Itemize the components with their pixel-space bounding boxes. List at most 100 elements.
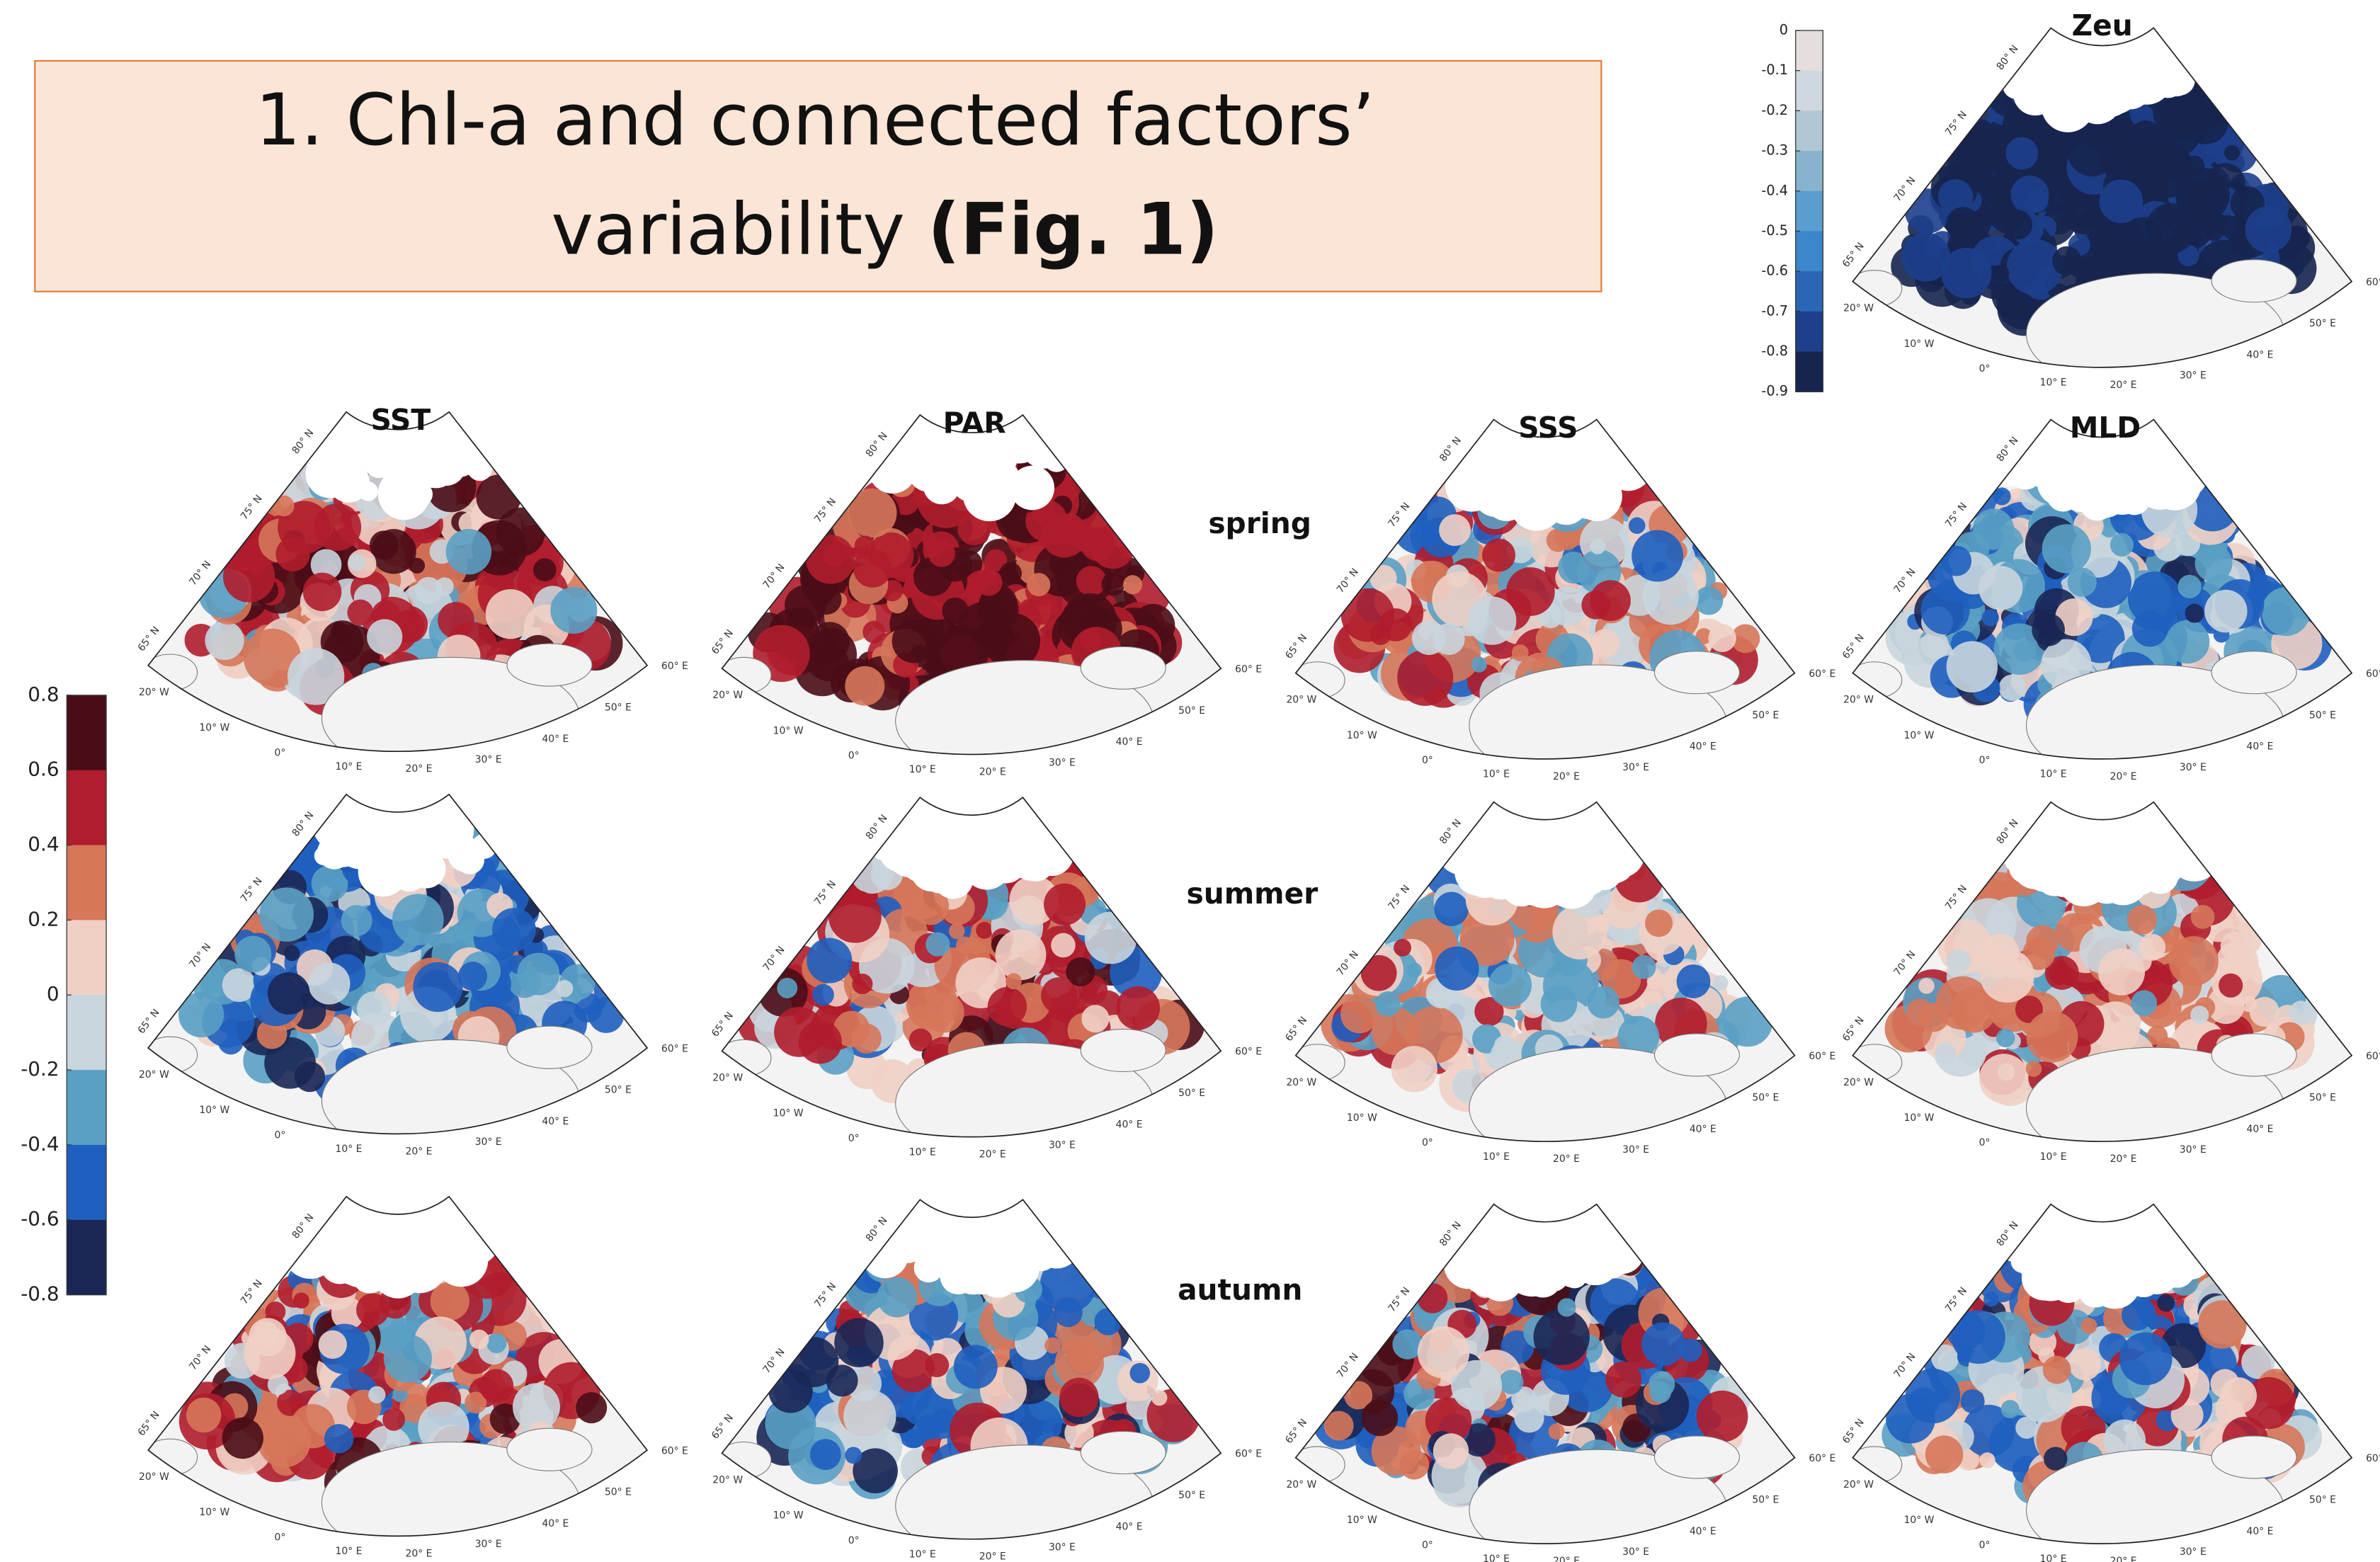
map-lon-label: 40° E: [1116, 1119, 1143, 1130]
map-patch: [975, 569, 1002, 595]
map-patch: [2032, 613, 2065, 646]
map-lon-label: 10° W: [199, 1105, 229, 1116]
ice: [2156, 826, 2207, 877]
map-patch: [1370, 565, 1397, 592]
map-lat-label: 75° N: [239, 875, 265, 904]
map-lon-label: 50° E: [2309, 1092, 2336, 1103]
map-lon-label: 10° E: [1483, 769, 1510, 780]
map-lat-label: 70° N: [187, 941, 213, 970]
map-lat-label: 75° N: [812, 496, 838, 525]
map-lon-label: 20° E: [979, 1149, 1006, 1161]
map-patch: [1006, 973, 1022, 989]
map-lon-label: 20° E: [2110, 771, 2137, 782]
map-lat-label: 75° N: [1943, 883, 1969, 912]
map-patch: [2177, 575, 2201, 598]
map-patch: [324, 1424, 353, 1453]
map-patch: [1051, 933, 1076, 958]
map-patch: [1947, 949, 1971, 973]
map-lon-label: 20° W: [1286, 1077, 1316, 1088]
map-lon-label: 0°: [274, 1532, 285, 1544]
map-patch: [806, 535, 855, 583]
map-patch: [1722, 996, 1772, 1047]
map-patch: [438, 602, 474, 639]
map-lat-label: 75° N: [1386, 501, 1412, 530]
map: [0, 729, 853, 1184]
map-patch: [357, 991, 392, 1026]
map-lon-label: 20° E: [406, 1548, 433, 1559]
map-patch: [1391, 1046, 1437, 1092]
map-patch: [331, 623, 351, 643]
map-patch: [186, 1398, 221, 1432]
map-patch: [1918, 978, 1935, 994]
map-patch: [1947, 642, 1998, 692]
map-patch: [1044, 884, 1086, 925]
map-patch: [1982, 609, 1999, 626]
map-lon-label: 10° E: [336, 761, 363, 773]
map-patch: [829, 890, 882, 943]
map-lon-label: 30° E: [475, 754, 502, 765]
map-lon-label: 0°: [1979, 1137, 1991, 1148]
map-lon-label: 10° W: [1904, 730, 1935, 741]
map-lon-label: 30° E: [475, 1539, 502, 1550]
map-patch: [812, 984, 833, 1005]
map-patch: [273, 496, 294, 516]
map-patch: [853, 549, 892, 587]
map-patch: [1695, 586, 1724, 615]
map-lon-label: 50° E: [1178, 1088, 1205, 1099]
title-line: 1. Chl-a and connected factors’: [256, 78, 1375, 161]
map-lat-label: 65° N: [710, 1010, 736, 1039]
map: [516, 1134, 1427, 1562]
map-patch: [1587, 986, 1619, 1019]
map-lon-label: 50° E: [1752, 709, 1779, 721]
land: [1847, 662, 1902, 698]
map-lat-label: 75° N: [812, 879, 838, 908]
page: {"title_box": {"line1": "1. Chl-a and co…: [0, 0, 2380, 1562]
map-lon-label: 50° E: [2309, 709, 2336, 721]
map-lat-label: 80° N: [1995, 435, 2021, 464]
map-lon-label: 40° E: [1690, 1124, 1716, 1135]
title-line: variability (Fig. 1): [551, 187, 1218, 270]
map-lon-label: 60° E: [1809, 1051, 1835, 1062]
map-lon-label: 20° E: [406, 1146, 433, 1157]
map-patch: [1471, 657, 1487, 673]
ice: [330, 838, 358, 867]
map-patch: [862, 621, 885, 644]
map-patch: [1361, 955, 1397, 991]
map-patch: [1468, 596, 1516, 644]
map-patch: [1397, 650, 1453, 706]
map-patch: [178, 992, 224, 1037]
map-patch: [1027, 573, 1050, 596]
map-patch: [1941, 546, 1971, 576]
map-patch: [275, 537, 309, 571]
map-lon-label: 20° W: [1843, 695, 1874, 706]
map-lon-label: 0°: [848, 751, 860, 762]
map-patch: [2132, 611, 2168, 647]
map-patch: [223, 551, 275, 603]
map-lat-label: 80° N: [290, 1212, 317, 1241]
map-lon-label: 40° E: [2247, 1124, 2274, 1135]
map-patch: [1080, 629, 1102, 651]
ice: [1044, 446, 1069, 472]
map-patch: [1488, 964, 1532, 1007]
ice: [2148, 457, 2202, 511]
land: [1654, 651, 1739, 694]
map-patch: [268, 972, 310, 1015]
map-patch: [492, 908, 536, 952]
map-lon-label: 40° E: [542, 734, 569, 745]
map-lon-label: 30° E: [1622, 1144, 1649, 1156]
map-lon-label: 20° E: [979, 766, 1006, 777]
land: [507, 1026, 592, 1068]
map-lon-label: 30° E: [475, 1136, 502, 1148]
map-patch: [1435, 947, 1479, 991]
land: [1081, 646, 1166, 689]
map-lat-label: 70° N: [1335, 566, 1361, 595]
map-lat-label: 65° N: [1283, 632, 1309, 661]
land: [142, 654, 197, 690]
map-lon-label: 20° W: [1843, 1077, 1874, 1088]
map-patch: [805, 632, 837, 664]
map-patch: [486, 1333, 506, 1353]
map-patch: [347, 600, 373, 626]
map-patch: [2131, 990, 2157, 1016]
land: [1081, 1029, 1166, 1071]
map-patch: [1081, 1005, 1109, 1032]
